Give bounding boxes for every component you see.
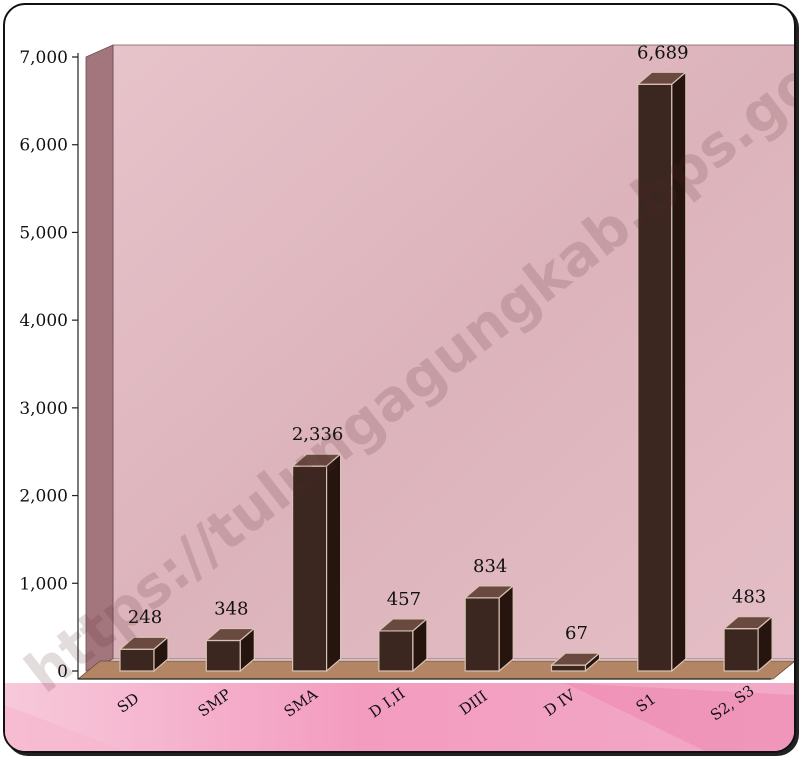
- data-label: 457: [387, 589, 421, 610]
- bar-side: [412, 617, 428, 673]
- data-label: 6,689: [637, 42, 689, 63]
- data-label: 67: [565, 623, 588, 644]
- bar: [463, 584, 515, 673]
- bar-side: [757, 615, 773, 673]
- bar-front: [637, 83, 673, 672]
- y-tick-label: 0: [57, 662, 68, 682]
- data-label: 2,336: [292, 424, 344, 445]
- bar: [636, 70, 688, 673]
- bar-side: [239, 627, 255, 673]
- bar-front: [119, 648, 155, 672]
- data-label: 248: [128, 607, 162, 628]
- bar-side: [326, 452, 342, 673]
- bar-front: [205, 639, 241, 672]
- band-facet: [565, 683, 794, 751]
- y-tick-label: 4,000: [19, 311, 68, 331]
- y-tick-label: 5,000: [19, 223, 68, 243]
- bar-front: [723, 628, 759, 672]
- chart-frame: 0 1,000 2,000 3,000 4,000 5,000 6,000 7,000 248…: [3, 3, 796, 753]
- bar-front: [550, 664, 587, 672]
- side-wall: [85, 44, 114, 672]
- bar-front: [378, 630, 414, 672]
- data-label: 483: [732, 587, 766, 608]
- bar-side: [153, 635, 169, 673]
- bar-chart: 0 1,000 2,000 3,000 4,000 5,000 6,000 7,000 248…: [5, 5, 794, 751]
- bar-side: [498, 584, 514, 673]
- bar-front: [464, 597, 500, 672]
- bar: [204, 627, 256, 673]
- y-tick-label: 1,000: [19, 574, 68, 594]
- bar-side: [584, 651, 601, 673]
- bar-side: [671, 70, 687, 673]
- y-tick-label: 3,000: [19, 399, 68, 419]
- y-tick-label: 6,000: [19, 136, 68, 156]
- floor: [76, 660, 794, 680]
- bar: [290, 452, 343, 673]
- bar: [722, 615, 774, 673]
- y-tick-label: 7,000: [19, 48, 68, 68]
- bar: [377, 617, 429, 673]
- band-facet: [5, 705, 125, 751]
- y-tick-label: 2,000: [19, 487, 68, 507]
- bar: [549, 651, 602, 673]
- data-label: 348: [214, 598, 248, 619]
- bar: [118, 635, 170, 673]
- data-label: 834: [473, 556, 507, 577]
